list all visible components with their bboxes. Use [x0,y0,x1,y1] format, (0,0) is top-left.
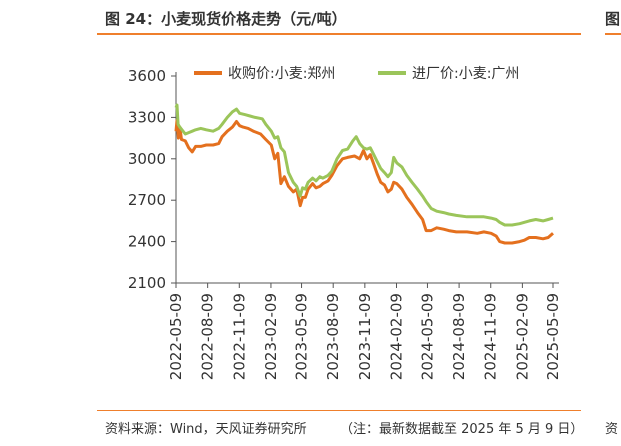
x-tick-label: 2025-05-09 [544,293,562,380]
x-tick-label: 2022-11-09 [230,293,248,380]
legend-label: 进厂价:小麦:广州 [412,66,519,82]
data-note: （注：最新数据截至 2025 年 5 月 9 日） [340,422,584,437]
x-tick-label: 2023-02-09 [262,293,280,380]
x-tick-label: 2023-11-09 [356,293,374,380]
x-tick-label: 2024-02-09 [387,293,405,380]
x-tick-label: 2024-08-09 [450,293,468,380]
y-tick-label: 3300 [128,108,166,126]
x-tick-label: 2023-08-09 [324,293,342,380]
title-rule [97,33,581,35]
x-tick-label: 2022-08-09 [199,293,217,380]
series-line-guangzhou [174,103,554,227]
y-tick-label: 2400 [128,233,166,251]
x-tick-label: 2024-11-09 [482,293,500,380]
source-rule [97,410,581,411]
chart-series [174,103,554,245]
x-tick-label: 2025-02-09 [513,293,531,380]
x-tick-label: 2022-05-09 [167,293,185,380]
y-tick-label: 2700 [128,191,166,209]
source-text: 资料来源：Wind，天风证券研究所 [105,422,307,437]
figure-title: 图 24：小麦现货价格走势（元/吨） [105,10,347,28]
next-source-fragment: 资 [605,422,619,437]
y-tick-label: 3600 [128,67,166,85]
next-figure-rule-fragment [605,33,621,35]
next-figure-title-fragment: 图 [605,10,621,28]
y-tick-label: 2100 [128,274,166,292]
series-line-zhengzhou [174,118,554,245]
x-tick-label: 2023-05-09 [293,293,311,380]
x-tick-label: 2024-05-09 [418,293,436,380]
y-tick-label: 3000 [128,150,166,168]
chart-axes: 2100 2400 2700 3000 3300 3600 2022-05-09 2022-0… [128,67,562,380]
chart-legend: 收购价:小麦:郑州 进厂价:小麦:广州 [194,66,519,82]
legend-label: 收购价:小麦:郑州 [228,66,335,82]
